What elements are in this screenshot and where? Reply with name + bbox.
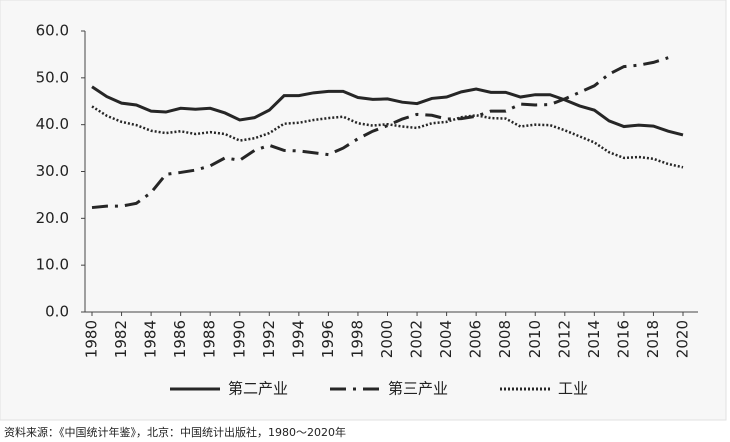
y-tick-label: 20.0 bbox=[36, 209, 69, 227]
x-tick-label: 2006 bbox=[467, 320, 485, 358]
x-tick-label: 1996 bbox=[319, 320, 337, 358]
x-tick-label: 1982 bbox=[112, 320, 130, 358]
x-tick-label: 1980 bbox=[83, 320, 101, 358]
y-tick-label: 50.0 bbox=[36, 68, 69, 86]
x-tick-label: 1988 bbox=[201, 320, 219, 358]
y-tick-label: 30.0 bbox=[36, 162, 69, 180]
x-tick-label: 2008 bbox=[496, 320, 514, 358]
x-tick-label: 1990 bbox=[230, 320, 248, 358]
x-tick-label: 2020 bbox=[674, 320, 692, 358]
legend-label: 第二产业 bbox=[228, 380, 288, 398]
y-tick-label: 10.0 bbox=[36, 256, 69, 274]
y-tick-label: 0.0 bbox=[45, 303, 69, 321]
legend-label: 第三产业 bbox=[388, 380, 448, 398]
series-line bbox=[91, 85, 684, 137]
source-note: 资料来源：《中国统计年鉴》，北京：中国统计出版社，1980～2020年 bbox=[4, 425, 346, 439]
x-tick-label: 2018 bbox=[644, 320, 662, 358]
x-tick-label: 2002 bbox=[408, 320, 426, 358]
y-tick-label: 60.0 bbox=[36, 22, 69, 40]
x-tick-label: 1998 bbox=[348, 320, 366, 358]
x-tick-label: 2010 bbox=[526, 320, 544, 358]
x-tick-label: 2000 bbox=[378, 320, 396, 358]
chart-background bbox=[0, 0, 727, 421]
x-tick-label: 1992 bbox=[260, 320, 278, 358]
series-line bbox=[91, 105, 684, 169]
x-tick-label: 1994 bbox=[289, 320, 307, 358]
y-tick-label: 40.0 bbox=[36, 115, 69, 133]
legend-label: 工业 bbox=[558, 380, 588, 398]
x-tick-label: 2016 bbox=[614, 320, 632, 358]
x-tick-label: 1986 bbox=[171, 320, 189, 358]
series-line bbox=[91, 56, 669, 210]
x-tick-label: 2012 bbox=[555, 320, 573, 358]
x-tick-label: 1984 bbox=[142, 320, 160, 358]
x-tick-label: 2014 bbox=[585, 320, 603, 358]
x-tick-label: 2004 bbox=[437, 320, 455, 358]
